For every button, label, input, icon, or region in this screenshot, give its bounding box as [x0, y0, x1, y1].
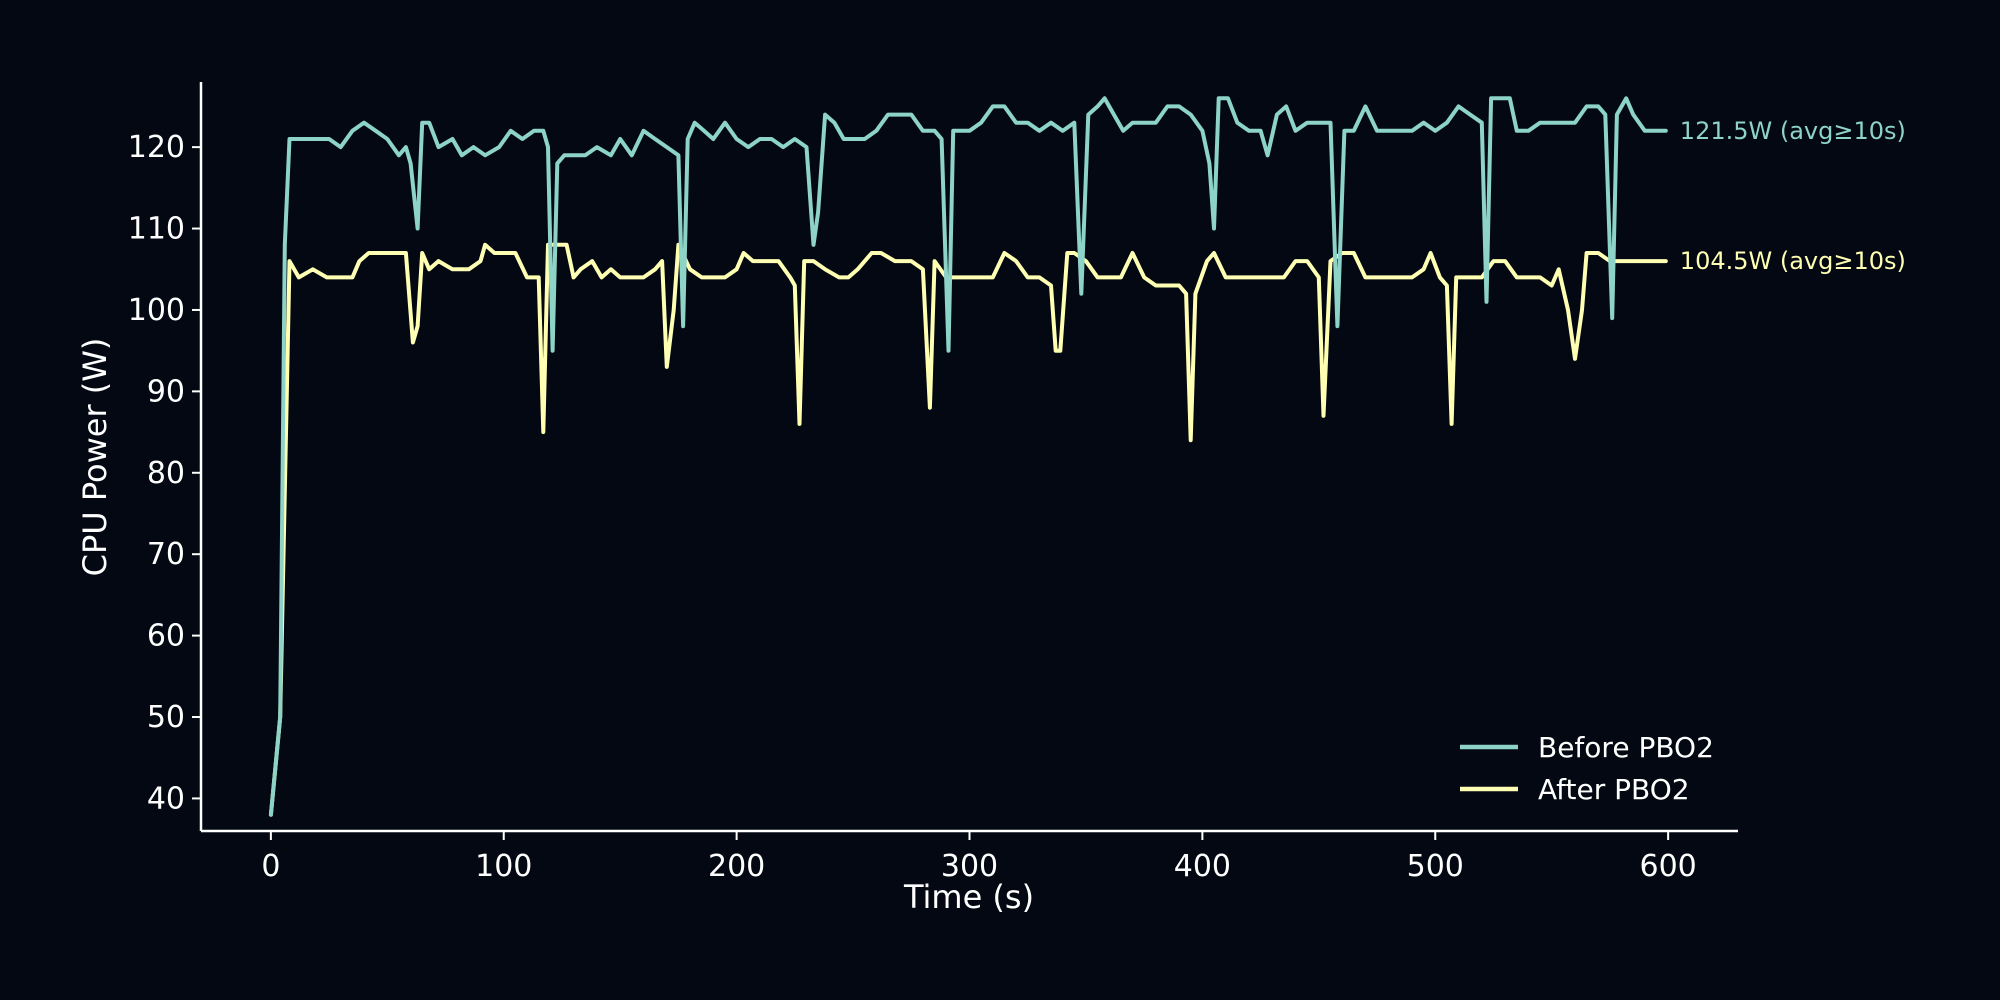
- legend: Before PBO2 After PBO2: [1460, 731, 1714, 806]
- end-labels: 121.5W (avg≥10s) 104.5W (avg≥10s): [1680, 117, 1906, 275]
- x-axis-label: Time (s): [903, 878, 1034, 916]
- y-tick-label: 90: [147, 374, 185, 409]
- y-tick-label: 80: [147, 456, 185, 491]
- legend-label: Before PBO2: [1538, 731, 1714, 764]
- x-ticks: 0 100 200 300 400 500 600: [261, 831, 1697, 884]
- series-line-before-pbo2: [268, 96, 1668, 817]
- y-tick-label: 70: [147, 537, 185, 572]
- x-tick-label: 100: [475, 849, 532, 884]
- y-axis-label: CPU Power (W): [76, 338, 114, 577]
- x-tick-label: 500: [1407, 849, 1464, 884]
- y-tick-label: 110: [128, 212, 185, 247]
- y-tick-label: 100: [128, 293, 185, 328]
- y-ticks: 40 50 60 70 80 90 100 110 120: [128, 130, 201, 816]
- legend-label: After PBO2: [1538, 773, 1690, 806]
- x-tick-label: 200: [708, 849, 765, 884]
- series-end-label: 104.5W (avg≥10s): [1680, 247, 1906, 275]
- y-tick-label: 50: [147, 700, 185, 735]
- series-lines: [268, 96, 1668, 817]
- y-tick-label: 120: [128, 130, 185, 165]
- x-tick-label: 400: [1174, 849, 1231, 884]
- x-tick-label: 600: [1640, 849, 1697, 884]
- y-tick-label: 40: [147, 781, 185, 816]
- x-tick-label: 300: [941, 849, 998, 884]
- y-tick-label: 60: [147, 619, 185, 654]
- x-tick-label: 0: [261, 849, 280, 884]
- series-end-label: 121.5W (avg≥10s): [1680, 117, 1906, 145]
